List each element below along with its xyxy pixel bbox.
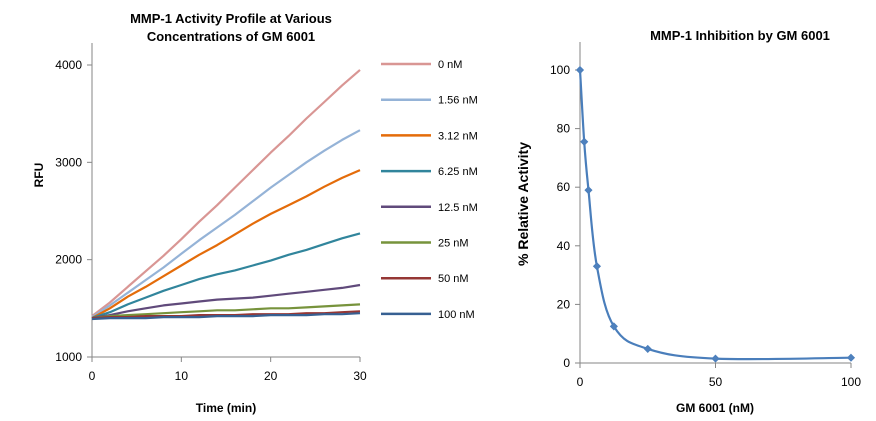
chart1-legend-label: 50 nM: [438, 273, 469, 285]
chart1-y-tick-label: 1000: [55, 350, 82, 364]
chart1-legend-label: 6.25 nM: [438, 166, 478, 178]
chart1-y-axis-title: RFU: [32, 163, 46, 188]
chart1-series-line: [92, 130, 360, 317]
chart1-y-tick-label: 3000: [55, 155, 82, 169]
chart1-legend-label: 25 nM: [438, 238, 469, 250]
chart2-y-tick-label: 0: [563, 356, 570, 370]
chart1-x-tick-label: 20: [264, 369, 278, 383]
chart2-data-point: [593, 263, 600, 270]
chart2-data-point: [585, 187, 592, 194]
chart1-series-line: [92, 70, 360, 316]
chart1-x-tick-label: 10: [175, 369, 189, 383]
chart2-data-point: [581, 138, 588, 145]
chart2-data-point: [712, 355, 719, 362]
chart2-data-points: [577, 67, 855, 363]
chart2-x-tick-label: 100: [841, 375, 861, 389]
chart2-y-axis-title: % Relative Activity: [515, 142, 531, 266]
chart1-series-line: [92, 170, 360, 318]
chart2-fit-curve: [580, 70, 851, 359]
chart1-legend-label: 100 nM: [438, 309, 475, 321]
chart2-curve-path: [580, 70, 851, 359]
chart1-legend: 0 nM 1.56 nM 3.12 nM 6.25 nM 12.5 nM 25 nM 50 …: [381, 59, 478, 321]
chart1-legend-label: 0 nM: [438, 59, 462, 71]
mmp1-inhibition-chart: MMP-1 Inhibition by GM 6001 0 20 40 60 80 100…: [515, 28, 861, 415]
chart1-x-tick-label: 30: [353, 369, 367, 383]
chart1-y-ticks: 1000 2000 3000 4000: [55, 58, 92, 364]
chart2-x-tick-label: 50: [709, 375, 723, 389]
chart1-y-tick-label: 4000: [55, 58, 82, 72]
chart1-series-lines: [92, 70, 360, 319]
chart2-y-ticks: 0 20 40 60 80 100: [550, 63, 580, 370]
chart1-y-tick-label: 2000: [55, 253, 82, 267]
chart1-legend-label: 1.56 nM: [438, 95, 478, 107]
chart1-title-line1: MMP-1 Activity Profile at Various: [130, 11, 332, 26]
chart2-x-tick-label: 0: [577, 375, 584, 389]
chart1-x-axis-title: Time (min): [196, 401, 256, 415]
chart2-data-point: [644, 345, 651, 352]
chart1-series-line: [92, 233, 360, 318]
chart2-y-tick-label: 20: [557, 297, 571, 311]
chart2-title: MMP-1 Inhibition by GM 6001: [650, 28, 830, 43]
chart2-data-point: [577, 67, 584, 74]
chart1-x-ticks: 0 10 20 30: [89, 357, 367, 383]
chart1-x-tick-label: 0: [89, 369, 96, 383]
chart2-x-ticks: 0 50 100: [577, 363, 862, 389]
chart2-data-point: [848, 354, 855, 361]
chart2-y-tick-label: 80: [557, 122, 571, 136]
chart2-y-tick-label: 100: [550, 63, 570, 77]
mmp1-activity-chart: MMP-1 Activity Profile at Various Concen…: [32, 11, 478, 415]
chart2-y-tick-label: 60: [557, 180, 571, 194]
chart2-x-axis-title: GM 6001 (nM): [676, 401, 754, 415]
chart1-legend-label: 12.5 nM: [438, 202, 478, 214]
chart1-legend-label: 3.12 nM: [438, 130, 478, 142]
chart1-title-line2: Concentrations of GM 6001: [147, 29, 315, 44]
chart2-y-tick-label: 40: [557, 239, 571, 253]
